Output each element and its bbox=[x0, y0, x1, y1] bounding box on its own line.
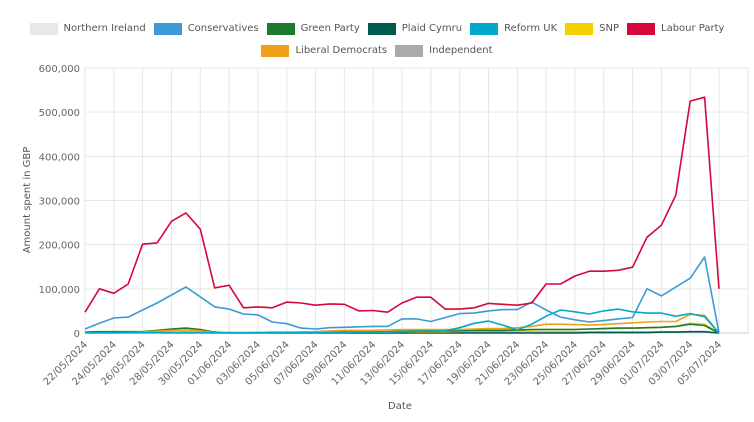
legend-row: Northern Ireland Conservatives Green Party… bbox=[0, 20, 754, 42]
legend-swatch bbox=[627, 23, 655, 35]
legend-label: Conservatives bbox=[187, 23, 259, 34]
legend: Northern Ireland Conservatives Green Party… bbox=[0, 20, 754, 64]
y-tick-label: 600,000 bbox=[39, 64, 80, 75]
legend-label: Independent bbox=[429, 45, 493, 56]
legend-swatch bbox=[395, 45, 424, 57]
legend-item-independent[interactable]: Independent bbox=[395, 42, 493, 60]
legend-label: Labour Party bbox=[661, 23, 725, 34]
x-axis: 22/05/202424/05/202426/05/202428/05/2024… bbox=[42, 339, 725, 388]
legend-swatch bbox=[470, 23, 499, 35]
legend-item-snp[interactable]: SNP bbox=[565, 20, 619, 38]
y-tick-label: 300,000 bbox=[39, 197, 80, 208]
legend-label: Northern Ireland bbox=[63, 23, 146, 34]
series-line-conservatives bbox=[84, 256, 720, 334]
legend-swatch bbox=[565, 23, 594, 35]
series-line-labour-party bbox=[84, 96, 720, 314]
legend-swatch bbox=[367, 23, 396, 35]
legend-swatch bbox=[153, 23, 182, 35]
legend-item-northern-ireland[interactable]: Northern Ireland bbox=[29, 20, 146, 38]
legend-label: Plaid Cymru bbox=[401, 23, 463, 34]
y-tick-label: 100,000 bbox=[39, 285, 80, 296]
series-line-reform-uk bbox=[85, 308, 720, 334]
legend-item-green-party[interactable]: Green Party bbox=[266, 20, 360, 38]
legend-label: Reform UK bbox=[504, 23, 558, 34]
legend-swatch bbox=[261, 45, 290, 57]
series-line-liberal-democrats bbox=[85, 313, 720, 334]
legend-row: Liberal Democrats Independent bbox=[0, 42, 754, 64]
legend-item-plaid-cymru[interactable]: Plaid Cymru bbox=[367, 20, 463, 38]
legend-label: SNP bbox=[599, 23, 619, 34]
legend-item-reform-uk[interactable]: Reform UK bbox=[470, 20, 557, 38]
legend-item-labour-party[interactable]: Labour Party bbox=[627, 20, 724, 38]
y-axis: 0 100,000 200,000 300,000 400,000 500,000 600,… bbox=[39, 64, 80, 340]
y-axis-title: Amount spent in GBP bbox=[22, 147, 33, 254]
legend-item-conservatives[interactable]: Conservatives bbox=[153, 20, 259, 38]
legend-swatch bbox=[29, 23, 58, 35]
grid bbox=[84, 67, 749, 334]
legend-label: Green Party bbox=[300, 23, 360, 34]
y-tick-label: 500,000 bbox=[39, 108, 80, 119]
y-tick-label: 200,000 bbox=[39, 241, 80, 252]
legend-label: Liberal Democrats bbox=[295, 45, 388, 56]
y-tick-label: 0 bbox=[74, 329, 80, 340]
x-axis-title: Date bbox=[388, 401, 412, 412]
legend-swatch bbox=[266, 23, 295, 35]
series-lines bbox=[84, 96, 720, 334]
legend-item-liberal-democrats[interactable]: Liberal Democrats bbox=[261, 42, 387, 60]
y-tick-label: 400,000 bbox=[39, 152, 80, 163]
